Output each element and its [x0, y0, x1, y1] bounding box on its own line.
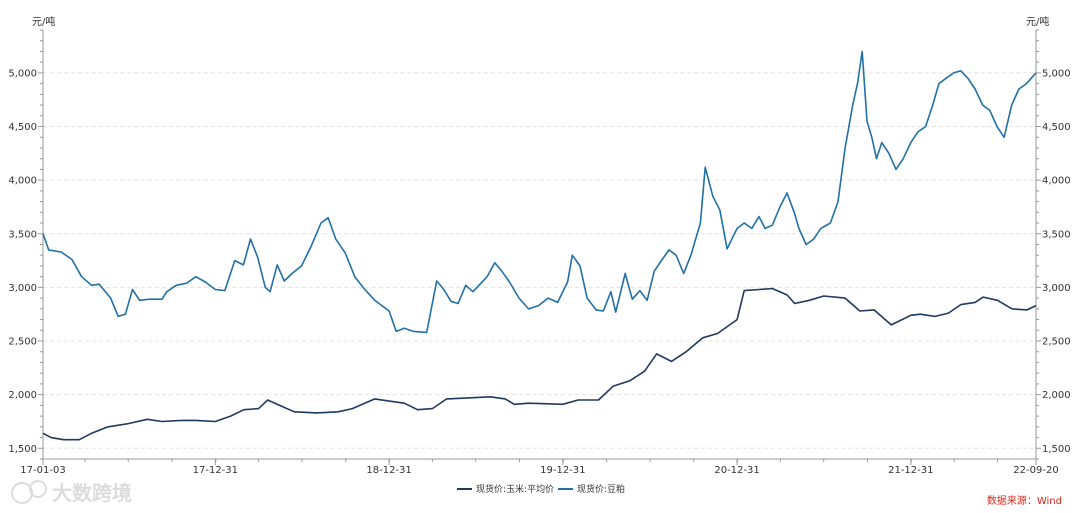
y-tick-label-left: 1,500: [8, 444, 37, 455]
y-tick-label-left: 2,500: [8, 337, 37, 348]
y-tick-label-left: 5,000: [8, 68, 37, 79]
y-axis-right: 1,500 2,000 2,500 3,000 3,500 4,000 4,500 5,000: [1042, 68, 1071, 454]
y-axis-left: 1,500 2,000 2,500 3,000 3,500 4,000 4,500 5,000: [8, 68, 37, 454]
y-tick-label-left: 4,000: [8, 176, 37, 187]
x-tick-label: 20-12-31: [714, 465, 759, 476]
legend-label-soymeal: 现货价:豆粕: [577, 483, 625, 495]
y-tick-label-right: 3,500: [1042, 229, 1071, 240]
x-tick-label: 17-01-03: [20, 465, 65, 476]
y-tick-label-left: 2,000: [8, 390, 37, 401]
y-tick-label-right: 5,000: [1042, 68, 1071, 79]
series-line-soymeal: [42, 50, 1037, 334]
y-tick-label-right: 1,500: [1042, 444, 1071, 455]
y-tick-label-right: 3,000: [1042, 283, 1071, 294]
y-tick-label-left: 3,000: [8, 283, 37, 294]
watermark: 大数跨境: [11, 480, 132, 505]
x-tick-label: 17-12-31: [193, 465, 238, 476]
y-tick-label-right: 4,500: [1042, 122, 1071, 133]
y-unit-left: 元/吨: [32, 15, 55, 28]
x-tick-label: 19-12-31: [540, 465, 585, 476]
y-tick-label-left: 3,500: [8, 229, 37, 240]
series-lines: [42, 50, 1037, 441]
x-tick-label: 21-12-31: [888, 465, 933, 476]
axes: [38, 29, 1041, 465]
x-tick-label: 22-09-20: [1013, 465, 1058, 476]
source-note: 数据来源：Wind: [987, 494, 1062, 507]
y-unit-right: 元/吨: [1026, 15, 1049, 28]
series-line-corn: [42, 287, 1037, 441]
legend-label-corn: 现货价:玉米:平均价: [476, 483, 554, 495]
y-tick-label-right: 4,000: [1042, 176, 1071, 187]
watermark-text: 大数跨境: [52, 481, 132, 505]
legend: 现货价:玉米:平均价 现货价:豆粕: [457, 483, 625, 495]
y-tick-label-left: 4,500: [8, 122, 37, 133]
x-axis: 17-01-03 17-12-31 18-12-31 19-12-31 20-12-31…: [20, 465, 1058, 476]
y-tick-label-right: 2,000: [1042, 390, 1071, 401]
y-tick-label-right: 2,500: [1042, 337, 1071, 348]
x-tick-label: 18-12-31: [366, 465, 411, 476]
watermark-logo-icon: [11, 482, 33, 504]
grid-lines: [43, 72, 1036, 449]
watermark-logo-icon-2: [29, 480, 47, 498]
